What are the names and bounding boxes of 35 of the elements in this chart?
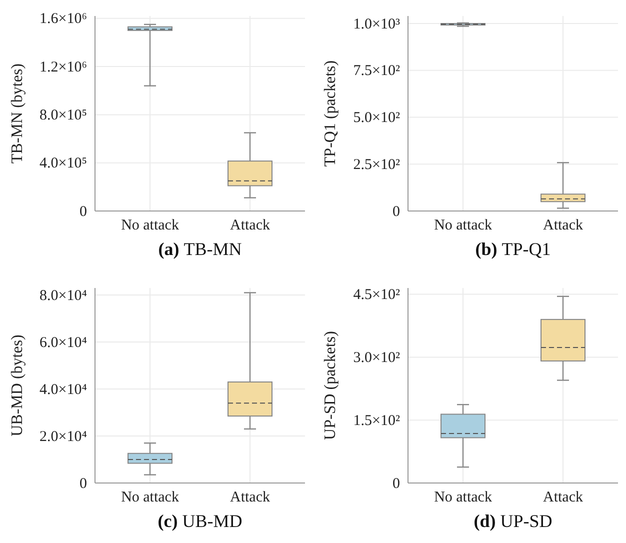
y-tick-label: 0 (80, 204, 87, 220)
y-tick-label: 6.0×10⁴ (40, 334, 87, 351)
x-tick-label: Attack (230, 218, 270, 234)
y-axis-title: UB-MD (bytes) (9, 334, 26, 436)
y-tick-label: 8.0×10⁴ (40, 288, 87, 304)
y-tick-label: 2.0×10⁴ (40, 428, 87, 445)
y-tick-label: 0 (80, 476, 87, 492)
y-tick-label: 2.5×10² (353, 156, 400, 173)
x-tick-label: No attack (121, 218, 180, 234)
y-axis-title: TP-Q1 (packets) (322, 60, 339, 167)
y-tick-label: 1.2×10⁶ (40, 59, 87, 76)
y-tick-label: 4.0×10⁴ (40, 382, 87, 398)
x-tick-label: Attack (543, 490, 584, 506)
y-axis-title: UP-SD (packets) (322, 331, 339, 440)
x-tick-label: No attack (434, 218, 492, 234)
y-tick-label: 0 (392, 204, 400, 220)
x-tick-label: No attack (121, 490, 180, 506)
y-tick-label: 3.0×10² (353, 350, 400, 366)
text: (b) TP-Q1 (475, 239, 551, 259)
y-tick-label: 5.0×10² (353, 110, 400, 126)
text: (c) UB-MD (158, 511, 242, 531)
x-tick-label: Attack (543, 218, 584, 234)
y-tick-label: 4.0×10⁵ (40, 156, 87, 172)
text: (a) TB-MN (158, 239, 242, 259)
y-tick-label: 1.5×10² (353, 412, 400, 429)
x-tick-label: No attack (434, 490, 492, 506)
y-axis-title: TB-MN (bytes) (9, 64, 26, 164)
y-tick-label: 1.6×10⁶ (40, 11, 87, 28)
y-tick-label: 1.0×10³ (353, 16, 400, 32)
y-tick-label: 7.5×10² (353, 63, 400, 80)
y-tick-label: 0 (392, 476, 400, 492)
x-tick-label: Attack (230, 490, 270, 506)
y-tick-label: 4.5×10² (353, 287, 400, 304)
y-tick-label: 8.0×10⁵ (40, 108, 87, 124)
text: (d) UP-SD (474, 511, 552, 531)
